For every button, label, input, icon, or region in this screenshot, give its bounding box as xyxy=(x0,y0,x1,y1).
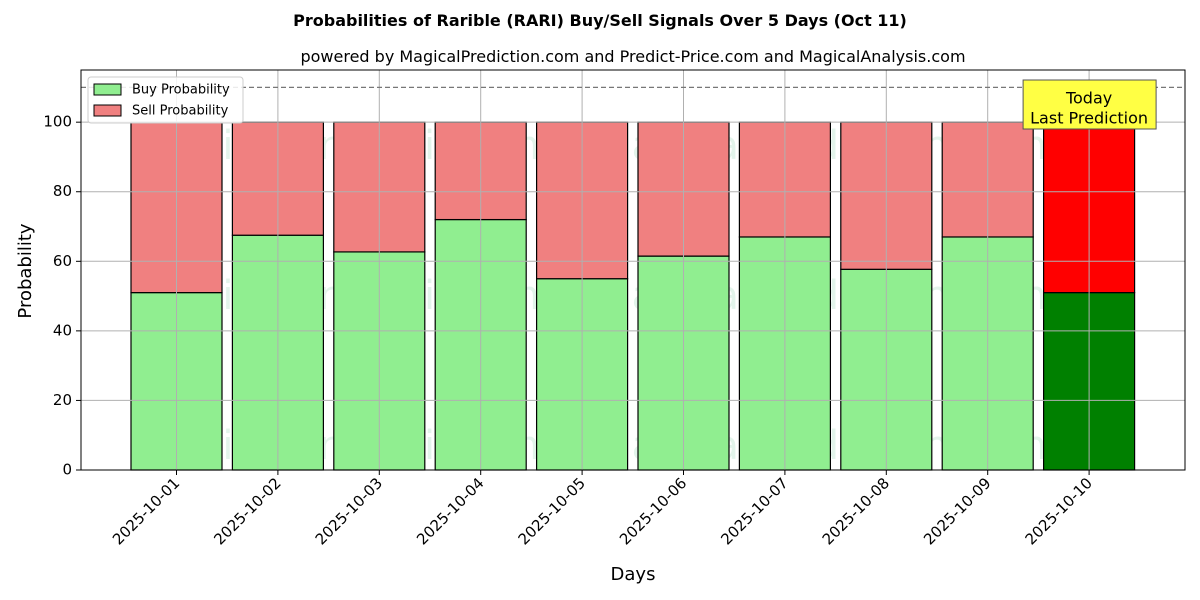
annotation-text: Today xyxy=(1065,89,1112,108)
legend-label: Buy Probability xyxy=(132,83,230,98)
plot-frame xyxy=(80,69,1186,471)
annotation-box xyxy=(1022,79,1157,130)
plot-area: MagicalAnalysis.comMagicalPrediction.com… xyxy=(43,69,1186,548)
chart-title: Probabilities of Rarible (RARI) Buy/Sell… xyxy=(293,11,907,30)
x-tick-label: 2025-10-09 xyxy=(920,474,994,548)
y-tick-label: 20 xyxy=(53,391,72,409)
x-tick-label: 2025-10-10 xyxy=(1022,474,1096,548)
y-axis-label: Probability xyxy=(15,223,36,318)
x-tick-label: 2025-10-01 xyxy=(109,474,183,548)
legend-box xyxy=(87,76,244,124)
annotation-text: Last Prediction xyxy=(1030,109,1148,128)
x-tick-label: 2025-10-05 xyxy=(515,474,589,548)
x-tick-label: 2025-10-07 xyxy=(717,474,791,548)
legend-label: Sell Probability xyxy=(132,104,229,119)
x-axis-label: Days xyxy=(611,564,656,585)
chart-subtitle: powered by MagicalPrediction.com and Pre… xyxy=(300,47,965,66)
y-tick-label: 100 xyxy=(43,113,72,131)
x-tick-label: 2025-10-03 xyxy=(312,474,386,548)
y-tick-label: 40 xyxy=(53,321,72,339)
x-tick-label: 2025-10-02 xyxy=(210,474,284,548)
x-tick-label: 2025-10-08 xyxy=(819,474,893,548)
x-tick-label: 2025-10-06 xyxy=(616,474,690,548)
x-tick-label: 2025-10-04 xyxy=(413,474,487,548)
legend-swatch xyxy=(93,104,122,117)
y-tick-label: 60 xyxy=(53,252,72,270)
legend-swatch xyxy=(93,83,122,96)
y-tick-label: 80 xyxy=(53,182,72,200)
y-tick-label: 0 xyxy=(62,461,72,479)
